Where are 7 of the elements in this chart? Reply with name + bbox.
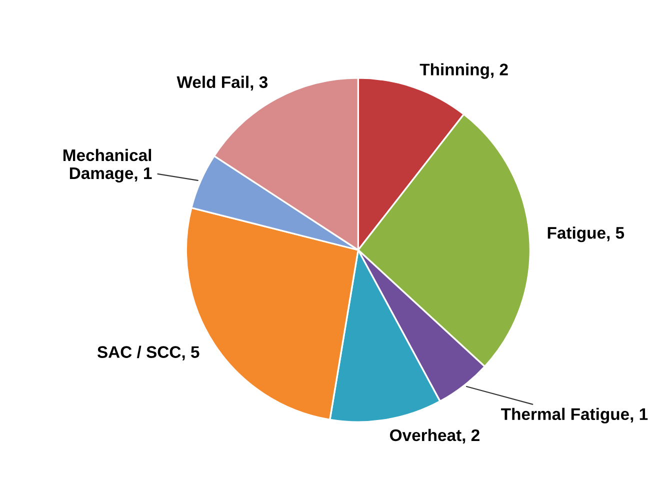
slice-label: Overheat, 2: [390, 428, 480, 444]
slice-label: Thermal Fatigue, 1: [501, 408, 648, 424]
slice-label: SAC / SCC, 5: [97, 346, 200, 360]
slice-label: Mechanical Damage, 1: [63, 148, 152, 182]
slice-label: Fatigue, 5: [548, 226, 624, 242]
slice-label: Weld Fail, 3: [176, 76, 268, 90]
slice-label: Thinning, 2: [420, 63, 508, 79]
